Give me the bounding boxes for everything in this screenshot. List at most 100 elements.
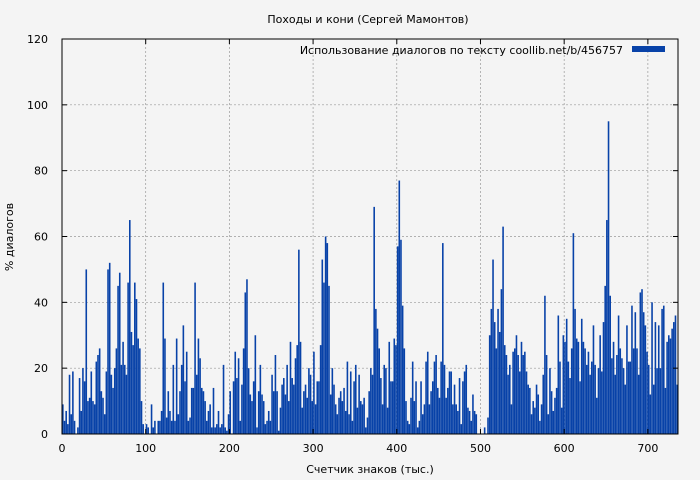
bar xyxy=(108,262,111,434)
bar xyxy=(376,328,379,434)
bar xyxy=(596,397,598,434)
bar xyxy=(462,381,464,434)
bar xyxy=(257,391,260,434)
bar xyxy=(513,348,516,434)
bar xyxy=(624,384,627,434)
bar xyxy=(370,368,372,434)
bar xyxy=(331,368,334,434)
bar xyxy=(274,355,277,434)
bar xyxy=(574,308,576,434)
bar xyxy=(497,308,499,434)
bar xyxy=(664,387,667,434)
bar xyxy=(534,407,536,434)
bar xyxy=(560,407,563,434)
bar xyxy=(92,401,94,434)
bar xyxy=(535,384,538,434)
bar xyxy=(67,424,69,434)
bar xyxy=(284,394,287,434)
bar xyxy=(472,394,474,434)
bar xyxy=(527,384,529,434)
bar xyxy=(488,335,491,434)
bar xyxy=(267,410,270,434)
bar xyxy=(132,345,134,434)
bar xyxy=(272,391,275,434)
x-tick-label: 500 xyxy=(470,442,491,455)
bar xyxy=(229,391,232,434)
bar xyxy=(607,121,610,435)
bar xyxy=(154,420,156,434)
bar xyxy=(98,348,101,434)
bar xyxy=(525,371,528,434)
bar xyxy=(545,355,548,434)
bar xyxy=(113,368,116,434)
bar xyxy=(403,348,406,434)
bar xyxy=(102,397,104,434)
bar xyxy=(381,404,384,434)
bar xyxy=(442,243,444,434)
bar xyxy=(502,226,504,434)
bar xyxy=(490,308,493,434)
bar xyxy=(519,371,521,434)
bar xyxy=(657,325,660,434)
bar xyxy=(80,410,83,434)
bar xyxy=(239,420,242,434)
bar xyxy=(211,427,213,434)
bar xyxy=(93,404,96,434)
bar xyxy=(642,312,645,434)
bar xyxy=(341,401,344,434)
bar xyxy=(634,312,637,434)
bar xyxy=(254,335,257,434)
bar xyxy=(401,305,404,434)
bar xyxy=(145,424,148,434)
y-tick-label: 0 xyxy=(41,428,48,441)
bar xyxy=(569,378,571,434)
bar xyxy=(314,404,317,434)
bar xyxy=(430,391,432,434)
bar xyxy=(214,427,216,434)
bar xyxy=(390,381,392,434)
bar xyxy=(323,282,325,434)
bar xyxy=(604,285,606,434)
bar xyxy=(277,430,280,434)
bar xyxy=(378,348,381,434)
bar xyxy=(344,410,347,434)
bar xyxy=(400,239,402,434)
bar xyxy=(540,404,543,434)
bar xyxy=(559,361,561,434)
bar xyxy=(353,381,355,434)
bar xyxy=(150,404,153,434)
bar xyxy=(631,305,633,434)
bar xyxy=(492,259,494,434)
bar xyxy=(202,391,205,434)
bar xyxy=(644,325,647,434)
bar xyxy=(227,414,230,434)
bar xyxy=(180,364,183,434)
bar xyxy=(165,417,168,434)
bar xyxy=(614,374,617,434)
x-tick-label: 0 xyxy=(59,442,66,455)
grid xyxy=(62,39,678,434)
bar xyxy=(408,424,411,434)
bar xyxy=(319,345,322,434)
bar xyxy=(510,404,513,434)
bar xyxy=(162,282,165,434)
bar xyxy=(169,410,171,434)
y-tick-label: 20 xyxy=(34,362,48,375)
bar xyxy=(142,424,144,434)
bar xyxy=(532,401,535,434)
bar xyxy=(590,361,593,434)
bar xyxy=(515,335,518,434)
x-tick-label: 700 xyxy=(637,442,658,455)
bar xyxy=(577,341,580,434)
bar xyxy=(602,322,605,434)
bar xyxy=(647,364,650,434)
bar xyxy=(256,427,258,434)
bar xyxy=(247,368,250,434)
bar xyxy=(130,331,133,434)
bar xyxy=(443,364,446,434)
bar xyxy=(259,364,262,434)
bar xyxy=(673,322,675,434)
bar xyxy=(62,404,64,434)
bar xyxy=(175,338,178,434)
bar xyxy=(421,414,424,434)
